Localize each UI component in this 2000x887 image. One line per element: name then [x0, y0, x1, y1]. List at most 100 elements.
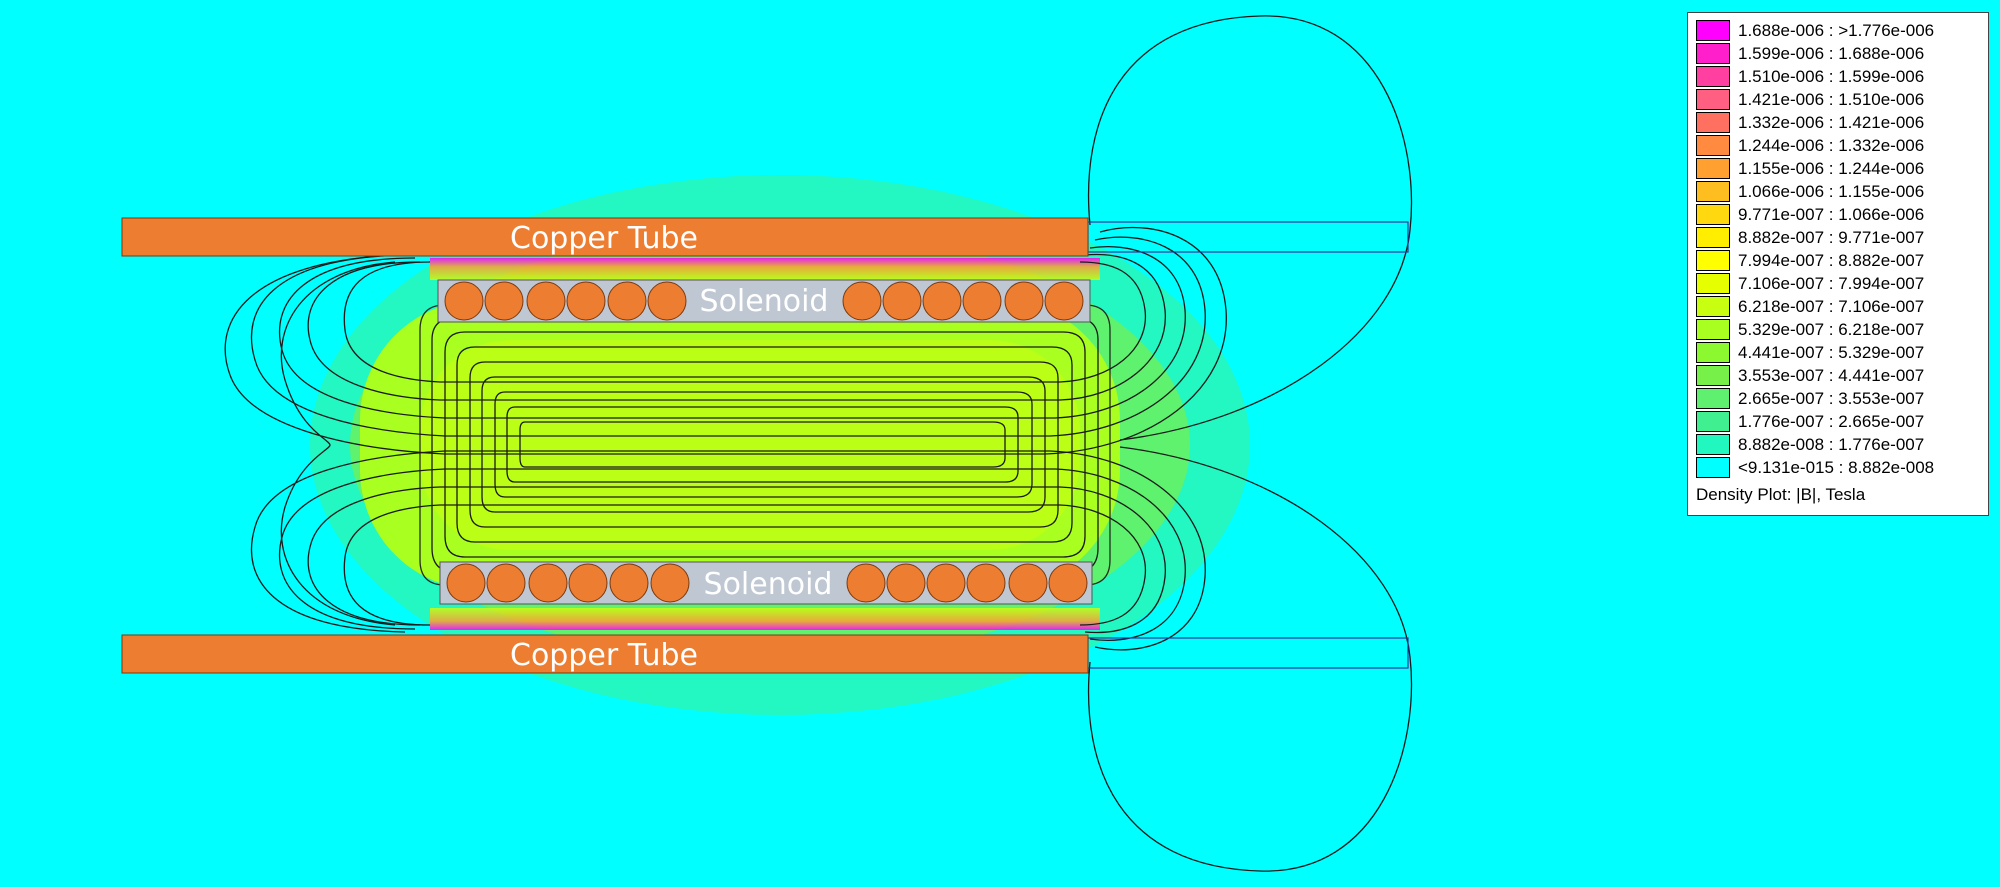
- legend-swatch: [1696, 204, 1730, 225]
- legend-label: 1.244e-006 : 1.332e-006: [1738, 135, 1925, 155]
- legend-swatch: [1696, 296, 1730, 317]
- winding-wire: [446, 563, 486, 603]
- legend-item: 5.329e-007 : 6.218e-007: [1696, 318, 1980, 341]
- legend-label: 8.882e-007 : 9.771e-007: [1738, 227, 1925, 247]
- legend-swatch: [1696, 342, 1730, 363]
- legend-label: 1.155e-006 : 1.244e-006: [1738, 158, 1925, 178]
- legend-item: 7.106e-007 : 7.994e-007: [1696, 272, 1980, 295]
- legend-label: 1.332e-006 : 1.421e-006: [1738, 112, 1925, 132]
- winding-wire: [647, 281, 687, 321]
- legend-swatch: [1696, 112, 1730, 133]
- legend-item: 1.688e-006 : >1.776e-006: [1696, 19, 1980, 42]
- winding-wire: [607, 281, 647, 321]
- legend-label: <9.131e-015 : 8.882e-008: [1738, 457, 1935, 477]
- legend-label: 1.510e-006 : 1.599e-006: [1738, 66, 1925, 86]
- legend-item: 1.332e-006 : 1.421e-006: [1696, 111, 1980, 134]
- winding-wire: [444, 281, 484, 321]
- legend-label: 1.688e-006 : >1.776e-006: [1738, 20, 1935, 40]
- copper-tube-top-label: Copper Tube: [510, 221, 698, 256]
- legend-item: 1.066e-006 : 1.155e-006: [1696, 180, 1980, 203]
- copper-tube-top: [121, 217, 1089, 257]
- legend-label: 2.665e-007 : 3.553e-007: [1738, 388, 1925, 408]
- winding-wire: [609, 563, 649, 603]
- legend-label: 5.329e-007 : 6.218e-007: [1738, 319, 1925, 339]
- winding-wire: [962, 281, 1002, 321]
- legend-item: 6.218e-007 : 7.106e-007: [1696, 295, 1980, 318]
- legend-item: 1.244e-006 : 1.332e-006: [1696, 134, 1980, 157]
- winding-wire: [926, 563, 966, 603]
- legend-swatch: [1696, 434, 1730, 455]
- winding-wire: [842, 281, 882, 321]
- legend-swatch: [1696, 66, 1730, 87]
- solenoid-top-windings: [444, 281, 1084, 321]
- legend-item: 3.553e-007 : 4.441e-007: [1696, 364, 1980, 387]
- legend-item: 1.599e-006 : 1.688e-006: [1696, 42, 1980, 65]
- solenoid-bottom: Solenoid: [439, 561, 1093, 605]
- legend-label: 9.771e-007 : 1.066e-006: [1738, 204, 1925, 224]
- winding-wire: [528, 563, 568, 603]
- legend-swatch: [1696, 365, 1730, 386]
- legend-swatch: [1696, 89, 1730, 110]
- winding-wire: [484, 281, 524, 321]
- legend-item: 1.776e-007 : 2.665e-007: [1696, 410, 1980, 433]
- legend-caption: Density Plot: |B|, Tesla: [1696, 485, 1866, 504]
- legend-label: 6.218e-007 : 7.106e-007: [1738, 296, 1925, 316]
- winding-wire: [486, 563, 526, 603]
- solenoid-bottom-windings: [446, 563, 1088, 603]
- legend-label: 1.421e-006 : 1.510e-006: [1738, 89, 1925, 109]
- solenoid-bottom-label: Solenoid: [704, 567, 833, 602]
- solenoid-top: Solenoid: [437, 279, 1091, 323]
- legend-label: 4.441e-007 : 5.329e-007: [1738, 342, 1925, 362]
- legend-label: 1.599e-006 : 1.688e-006: [1738, 43, 1925, 63]
- legend-item: 8.882e-007 : 9.771e-007: [1696, 226, 1980, 249]
- legend-swatch: [1696, 43, 1730, 64]
- winding-wire: [1008, 563, 1048, 603]
- legend-item: 1.421e-006 : 1.510e-006: [1696, 88, 1980, 111]
- legend-swatch: [1696, 411, 1730, 432]
- legend-item: 7.994e-007 : 8.882e-007: [1696, 249, 1980, 272]
- legend-swatch: [1696, 135, 1730, 156]
- winding-wire: [650, 563, 690, 603]
- winding-wire: [886, 563, 926, 603]
- legend-swatch: [1696, 273, 1730, 294]
- copper-tube-bottom-label: Copper Tube: [510, 638, 698, 673]
- legend-label: 7.994e-007 : 8.882e-007: [1738, 250, 1925, 270]
- density-legend: 1.688e-006 : >1.776e-006 1.599e-006 : 1.6…: [1687, 12, 1989, 516]
- legend-label: 8.882e-008 : 1.776e-007: [1738, 434, 1925, 454]
- winding-wire: [566, 281, 606, 321]
- legend-item: 1.155e-006 : 1.244e-006: [1696, 157, 1980, 180]
- legend-label: 1.776e-007 : 2.665e-007: [1738, 411, 1925, 431]
- legend-item: 2.665e-007 : 3.553e-007: [1696, 387, 1980, 410]
- winding-wire: [922, 281, 962, 321]
- legend-swatch: [1696, 250, 1730, 271]
- legend-label: 3.553e-007 : 4.441e-007: [1738, 365, 1925, 385]
- winding-wire: [568, 563, 608, 603]
- legend-item: <9.131e-015 : 8.882e-008: [1696, 456, 1980, 479]
- winding-wire: [846, 563, 886, 603]
- legend-swatch: [1696, 388, 1730, 409]
- solenoid-top-label: Solenoid: [700, 284, 829, 319]
- legend-swatch: [1696, 181, 1730, 202]
- legend-swatch: [1696, 319, 1730, 340]
- field-interior-core: [420, 340, 1080, 550]
- legend-swatch: [1696, 20, 1730, 41]
- winding-wire: [966, 563, 1006, 603]
- legend-label: 7.106e-007 : 7.994e-007: [1738, 273, 1925, 293]
- legend-item: 1.510e-006 : 1.599e-006: [1696, 65, 1980, 88]
- winding-wire: [526, 281, 566, 321]
- legend-item: 4.441e-007 : 5.329e-007: [1696, 341, 1980, 364]
- legend-item: 8.882e-008 : 1.776e-007: [1696, 433, 1980, 456]
- hot-edge-top: [430, 258, 1100, 280]
- winding-wire: [1044, 281, 1084, 321]
- legend-swatch: [1696, 158, 1730, 179]
- winding-wire: [1004, 281, 1044, 321]
- copper-tube-bottom: [121, 634, 1089, 674]
- legend-rows: 1.688e-006 : >1.776e-006 1.599e-006 : 1.6…: [1696, 19, 1980, 479]
- winding-wire: [882, 281, 922, 321]
- legend-item: 9.771e-007 : 1.066e-006: [1696, 203, 1980, 226]
- winding-wire: [1048, 563, 1088, 603]
- legend-swatch: [1696, 227, 1730, 248]
- hot-edge-bottom: [430, 608, 1100, 630]
- legend-swatch: [1696, 457, 1730, 478]
